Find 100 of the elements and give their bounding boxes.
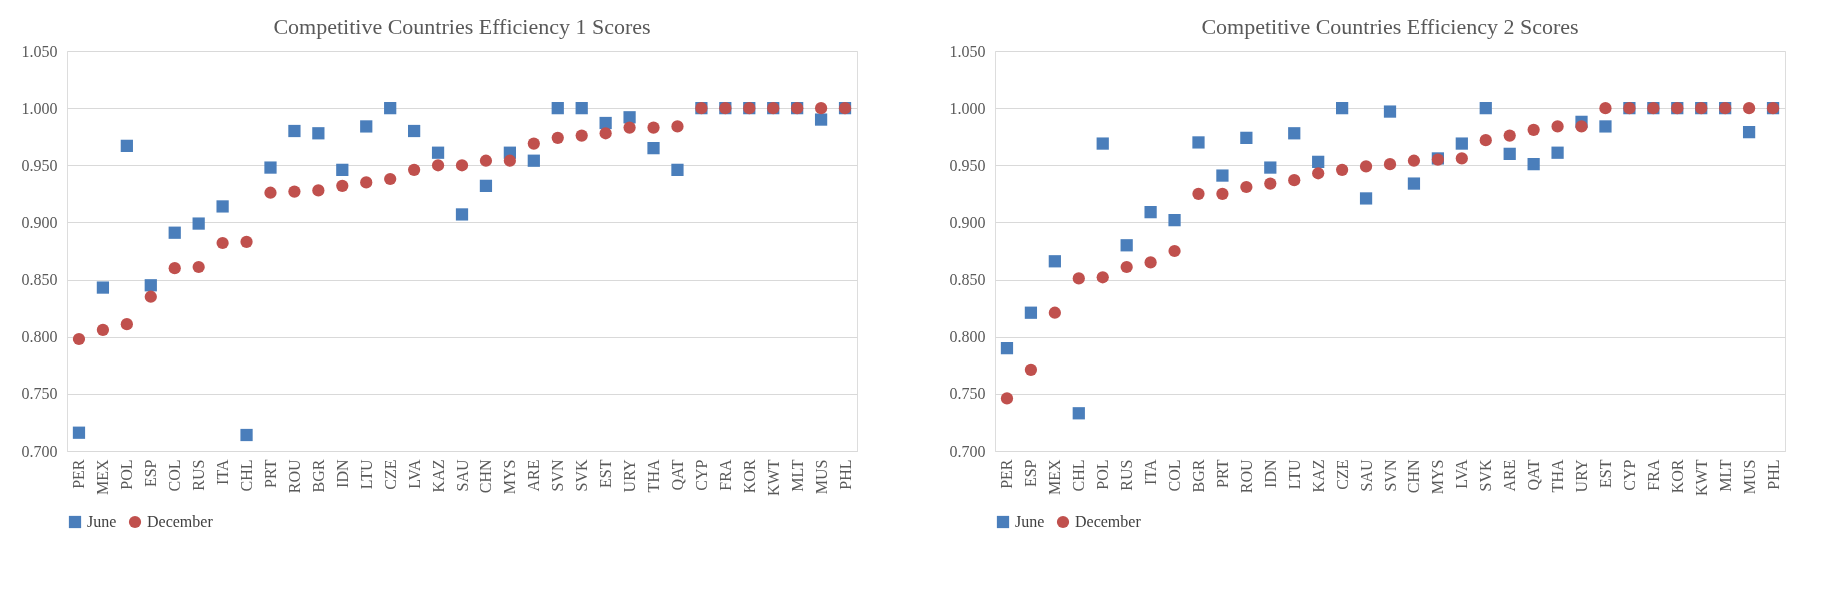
x-tick-label: KWT — [1692, 459, 1710, 496]
point — [144, 290, 157, 303]
point — [336, 163, 349, 176]
point — [1096, 137, 1109, 150]
point — [384, 172, 397, 186]
point — [671, 120, 684, 133]
point — [1551, 120, 1564, 133]
point — [360, 120, 373, 133]
point — [1312, 155, 1325, 168]
y-tick-label: 0.750 — [949, 385, 986, 403]
x-tick-label: PHL — [1764, 459, 1782, 490]
x-tick-label: ROU — [285, 459, 303, 494]
x-tick-label: URY — [1573, 459, 1591, 493]
point — [288, 185, 301, 198]
point — [1144, 206, 1157, 219]
point — [1072, 407, 1085, 420]
x-tick-label: KAZ — [429, 459, 447, 493]
point — [623, 121, 636, 134]
x-tick-label: SAU — [1357, 459, 1375, 492]
point — [1575, 120, 1588, 133]
point — [647, 121, 660, 134]
point — [1264, 177, 1277, 190]
x-tick-label: CYP — [1620, 459, 1638, 491]
y-tick-label: 0.800 — [949, 328, 986, 346]
x-tick-label: ARE — [525, 459, 543, 492]
point — [1168, 214, 1181, 227]
y-tick-label: 1.050 — [949, 42, 986, 60]
x-tick-label: BGR — [309, 459, 327, 493]
point — [216, 200, 229, 213]
x-tick-label: QAT — [1525, 459, 1543, 491]
x-tick-label: BGR — [1189, 459, 1207, 493]
point — [1216, 187, 1229, 200]
point — [336, 179, 349, 192]
point — [551, 131, 564, 144]
point — [814, 113, 828, 126]
legend-label: December — [147, 513, 214, 530]
x-tick-label: SVN — [549, 459, 567, 492]
point — [479, 179, 493, 192]
chart-title: Competitive Countries Efficiency 2 Scores — [1201, 14, 1579, 39]
x-tick-label: CHL — [238, 459, 256, 492]
x-tick-label: KOR — [1668, 459, 1686, 494]
point — [1742, 126, 1756, 139]
x-tick-label: RUS — [1118, 459, 1136, 491]
point — [96, 323, 110, 336]
point — [1048, 255, 1061, 268]
point — [1024, 306, 1038, 319]
x-tick-label: SAU — [453, 459, 471, 492]
point — [575, 102, 588, 115]
point — [1216, 169, 1229, 182]
point — [1000, 342, 1014, 355]
point — [1599, 102, 1612, 115]
x-tick-label: SVK — [573, 459, 591, 492]
point — [1407, 154, 1421, 167]
point — [1383, 105, 1397, 118]
point — [1359, 192, 1373, 205]
point — [96, 281, 110, 294]
point — [312, 127, 325, 140]
x-tick-label: ARE — [1501, 459, 1519, 492]
point — [216, 236, 229, 250]
y-tick-label: 0.700 — [21, 442, 58, 460]
point — [1120, 239, 1133, 252]
point — [527, 154, 540, 167]
x-tick-label: RUS — [190, 459, 208, 491]
point — [1503, 129, 1516, 142]
point — [575, 129, 588, 142]
point — [431, 159, 445, 172]
point — [671, 163, 684, 176]
point — [120, 139, 133, 152]
x-tick-label: LVA — [405, 459, 423, 489]
point — [1383, 158, 1397, 171]
point — [1072, 272, 1085, 285]
legend-label: June — [87, 513, 117, 530]
point — [623, 111, 636, 124]
point — [264, 186, 277, 199]
point — [192, 260, 205, 274]
point — [240, 235, 253, 248]
x-tick-label: ROU — [1237, 459, 1255, 494]
point — [455, 208, 469, 221]
point — [1048, 306, 1061, 319]
x-tick-label: MYS — [1429, 459, 1447, 495]
x-tick-label: LTU — [357, 459, 375, 490]
x-tick-label: THA — [1549, 459, 1567, 493]
point — [455, 159, 469, 172]
point — [288, 124, 301, 138]
y-tick-label: 1.000 — [949, 99, 986, 117]
x-tick-label: COL — [1166, 459, 1184, 492]
x-tick-label: IDN — [1261, 459, 1279, 488]
point — [408, 124, 421, 138]
point — [168, 226, 181, 239]
x-tick-label: FRA — [1644, 459, 1662, 491]
x-tick-label: SVN — [1381, 459, 1399, 492]
point — [1312, 167, 1325, 180]
point — [264, 161, 277, 174]
point — [1120, 260, 1133, 274]
point — [1527, 123, 1540, 136]
point — [240, 428, 253, 442]
point — [1455, 137, 1468, 150]
point — [1527, 158, 1540, 171]
x-tick-label: SVK — [1477, 459, 1495, 492]
legend-label: June — [1015, 513, 1045, 530]
